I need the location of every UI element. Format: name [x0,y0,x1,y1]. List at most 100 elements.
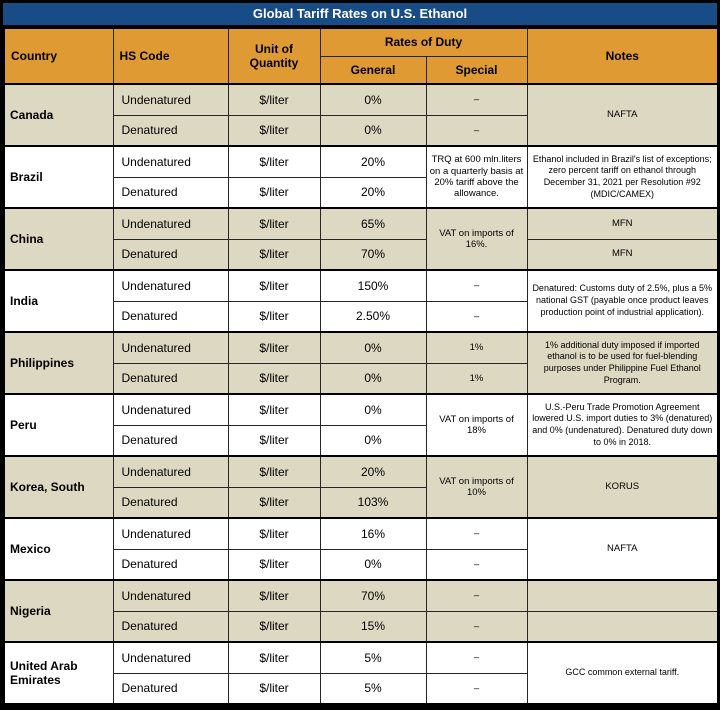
general-rate-cell: 150% [319,269,427,302]
notes-cell: NAFTA [526,83,719,147]
country-cell: Peru [3,393,114,457]
column-header-rates-of-duty: Rates of Duty [319,27,528,57]
special-rate-cell: – [425,579,528,612]
special-rate-cell: 1% [425,331,528,364]
general-rate-cell: 0% [319,331,427,364]
general-rate-cell: 70% [319,579,427,612]
special-rate-cell: VAT on imports of 10% [425,455,528,519]
unit-cell: $/liter [227,393,321,426]
column-header-general: General [319,55,427,85]
table-row: Denatured $/liter 0% [4,424,718,457]
table-row: Canada Undenatured $/liter 0% – NAFTA [3,83,719,147]
country-cell: China [3,207,114,271]
table-title: Global Tariff Rates on U.S. Ethanol [3,3,717,25]
unit-cell: $/liter [227,362,321,395]
hs-code-cell: Denatured [112,424,229,457]
hs-code-cell: Undenatured [112,331,229,364]
hs-code-cell: Undenatured [112,83,229,116]
general-rate-cell: 5% [319,672,427,705]
country-cell: Brazil [3,145,114,209]
general-rate-cell: 0% [319,393,427,426]
table-row: United Arab Emirates Undenatured $/liter… [3,641,719,705]
notes-cell: KORUS [526,455,719,519]
hs-code-cell: Denatured [112,486,229,519]
general-rate-cell: 20% [319,455,427,488]
notes-cell: MFN [526,207,719,240]
table-row: Mexico Undenatured $/liter 16% – NAFTA [3,517,719,581]
general-rate-cell: 103% [319,486,427,519]
special-rate-cell: – [425,83,528,116]
table-row: Denatured $/liter 20% [4,176,718,209]
notes-cell: U.S.-Peru Trade Promotion Agreement lowe… [526,393,719,457]
notes-cell: 1% additional duty imposed if imported e… [526,331,719,395]
general-rate-cell: 0% [319,424,427,457]
general-rate-cell: 0% [319,83,427,116]
hs-code-cell: Denatured [112,362,229,395]
hs-code-cell: Denatured [112,672,229,705]
special-rate-cell: TRQ at 600 mln.liters on a quarterly bas… [425,145,528,209]
country-cell: Nigeria [3,579,114,643]
table-row: Denatured $/liter 5% – [4,672,718,705]
unit-cell: $/liter [227,300,321,333]
hs-code-cell: Denatured [112,610,229,643]
country-cell: India [3,269,114,333]
country-cell: United Arab Emirates [3,641,114,705]
general-rate-cell: 16% [319,517,427,550]
hs-code-cell: Denatured [112,548,229,581]
country-cell: Mexico [3,517,114,581]
table-row: Brazil Undenatured $/liter 20% TRQ at 60… [3,145,719,209]
unit-cell: $/liter [227,672,321,705]
general-rate-cell: 0% [319,362,427,395]
hs-code-cell: Denatured [112,300,229,333]
unit-cell: $/liter [227,641,321,674]
unit-cell: $/liter [227,83,321,116]
table-row: Denatured $/liter 2.50% – [4,300,718,333]
table-row: Nigeria Undenatured $/liter 70% – [3,579,719,643]
unit-cell: $/liter [227,548,321,581]
general-rate-cell: 20% [319,176,427,209]
unit-cell: $/liter [227,238,321,271]
table-row: Denatured $/liter 103% [4,486,718,519]
hs-code-cell: Undenatured [112,455,229,488]
general-rate-cell: 20% [319,145,427,178]
notes-cell: NAFTA [526,517,719,581]
general-rate-cell: 65% [319,207,427,240]
general-rate-cell: 2.50% [319,300,427,333]
column-header-notes: Notes [526,27,719,85]
table-row: Denatured $/liter 0% 1% [4,362,718,395]
table-row: Denatured $/liter 0% – [4,114,718,147]
table-row: India Undenatured $/liter 150% – Denatur… [3,269,719,333]
general-rate-cell: 0% [319,114,427,147]
hs-code-cell: Undenatured [112,517,229,550]
notes-cell [526,579,719,612]
general-rate-cell: 15% [319,610,427,643]
notes-cell: Ethanol included in Brazil's list of exc… [526,145,719,209]
column-header-unit: Unit of Quantity [227,27,321,85]
general-rate-cell: 70% [319,238,427,271]
hs-code-cell: Denatured [112,114,229,147]
unit-cell: $/liter [227,486,321,519]
special-rate-cell: – [425,517,528,550]
special-rate-cell: – [425,641,528,674]
hs-code-cell: Denatured [112,238,229,271]
hs-code-cell: Undenatured [112,145,229,178]
hs-code-cell: Denatured [112,176,229,209]
table-row: Philippines Undenatured $/liter 0% 1% 1%… [3,331,719,395]
unit-cell: $/liter [227,579,321,612]
table-header: Country HS Code Unit of Quantity Rates o… [3,27,719,85]
unit-cell: $/liter [227,455,321,488]
notes-cell: GCC common external tariff. [526,641,719,705]
notes-cell: MFN [526,238,719,271]
general-rate-cell: 5% [319,641,427,674]
special-rate-cell: VAT on imports of 18% [425,393,528,457]
country-cell: Korea, South [3,455,114,519]
column-header-special: Special [425,55,528,85]
column-header-country: Country [3,27,114,85]
hs-code-cell: Undenatured [112,579,229,612]
unit-cell: $/liter [227,517,321,550]
unit-cell: $/liter [227,424,321,457]
table-row: Peru Undenatured $/liter 0% VAT on impor… [3,393,719,457]
special-rate-cell: – [425,672,528,705]
special-rate-cell: – [425,114,528,147]
